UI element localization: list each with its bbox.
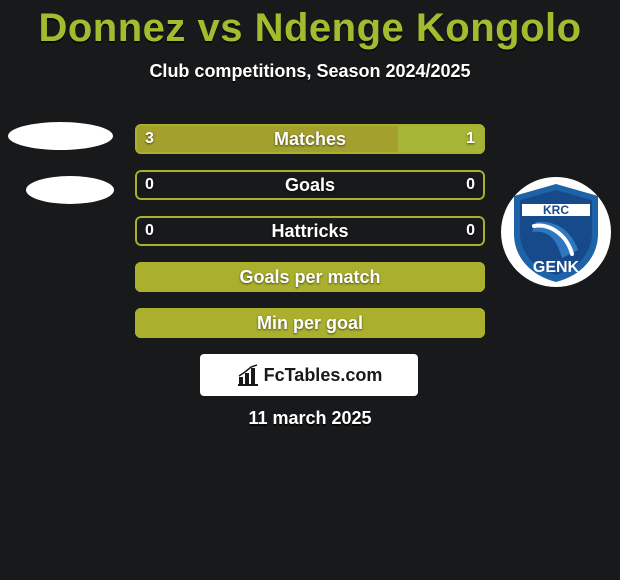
- subtitle: Club competitions, Season 2024/2025: [0, 61, 620, 82]
- snapshot-date: 11 march 2025: [0, 408, 620, 429]
- badge-name: GENK: [533, 259, 580, 276]
- stat-value-left: 0: [135, 170, 164, 200]
- stat-value-right: 0: [456, 216, 485, 246]
- stat-label: Hattricks: [135, 216, 485, 246]
- stat-fill-left: [135, 124, 398, 154]
- page-title: Donnez vs Ndenge Kongolo: [0, 0, 620, 51]
- stat-fill-left: [135, 262, 485, 292]
- stat-row-goals-per-match: Goals per match: [135, 262, 485, 292]
- stat-value-right: 0: [456, 170, 485, 200]
- bar-chart-icon: [236, 363, 260, 387]
- stat-fill-right: [398, 124, 486, 154]
- right-team-badge: KRC GENK: [500, 176, 612, 288]
- stat-row-matches: Matches31: [135, 124, 485, 154]
- stat-bars: Matches31Goals00Hattricks00Goals per mat…: [135, 124, 485, 354]
- stat-row-min-per-goal: Min per goal: [135, 308, 485, 338]
- stat-row-goals: Goals0 0: [135, 170, 485, 200]
- stat-outline: [135, 170, 485, 200]
- stat-value-left: 0: [135, 216, 164, 246]
- stat-label: Goals: [135, 170, 485, 200]
- left-player-placeholder-1: [8, 122, 113, 150]
- badge-top-text: KRC: [543, 203, 569, 217]
- stat-fill-left: [135, 308, 485, 338]
- comparison-card: Donnez vs Ndenge Kongolo Club competitio…: [0, 0, 620, 580]
- genk-shield-icon: KRC GENK: [500, 176, 612, 288]
- stat-outline: [135, 216, 485, 246]
- brand-pill: FcTables.com: [200, 354, 418, 396]
- brand-text: FcTables.com: [264, 365, 383, 386]
- stat-row-hattricks: Hattricks0 0: [135, 216, 485, 246]
- left-player-placeholder-2: [26, 176, 114, 204]
